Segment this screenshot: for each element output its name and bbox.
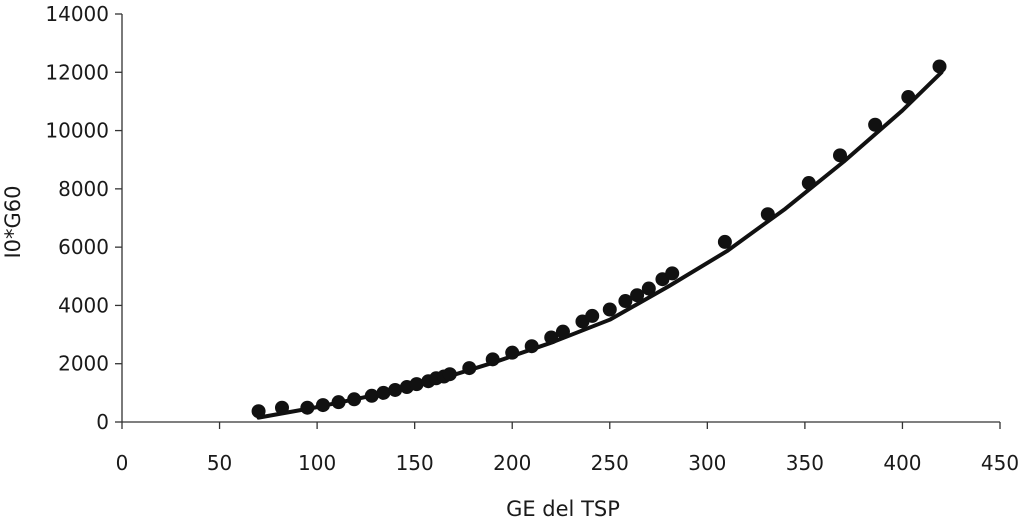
- data-point: [868, 117, 883, 132]
- data-point: [665, 266, 680, 281]
- data-point: [331, 395, 346, 410]
- plot-area: [251, 59, 947, 420]
- data-point: [388, 382, 403, 397]
- data-point: [524, 339, 539, 354]
- y-tick-label: 2000: [58, 352, 109, 376]
- y-tick-label: 4000: [58, 293, 109, 317]
- data-point: [364, 388, 379, 403]
- x-tick-label: 150: [396, 451, 434, 475]
- y-axis: 0 2000 4000 6000 8000 10000 12000 14000: [45, 2, 123, 434]
- data-point: [555, 324, 570, 339]
- data-point: [442, 367, 457, 382]
- data-point: [462, 361, 477, 376]
- x-tick-label: 200: [493, 451, 531, 475]
- y-tick-label: 12000: [45, 60, 109, 84]
- data-point: [641, 281, 656, 296]
- x-tick-label: 0: [116, 451, 129, 475]
- x-axis-title: GE del TSP: [506, 497, 620, 521]
- data-point: [251, 404, 266, 419]
- x-tick-label: 400: [883, 451, 921, 475]
- data-point: [409, 377, 424, 392]
- data-point: [717, 234, 732, 249]
- data-point: [932, 59, 947, 74]
- x-tick-label: 350: [786, 451, 824, 475]
- data-point: [376, 385, 391, 400]
- data-point: [801, 176, 816, 191]
- x-tick-label: 50: [207, 451, 232, 475]
- x-tick-label: 250: [591, 451, 629, 475]
- data-point: [618, 294, 633, 309]
- data-point: [901, 90, 916, 105]
- y-tick-label: 8000: [58, 177, 109, 201]
- data-point: [485, 352, 500, 367]
- x-tick-label: 300: [688, 451, 726, 475]
- x-tick-label: 100: [298, 451, 336, 475]
- data-point: [585, 308, 600, 323]
- data-point: [630, 288, 645, 303]
- data-point: [347, 392, 362, 407]
- y-tick-label: 6000: [58, 235, 109, 259]
- data-point: [602, 302, 617, 317]
- x-tick-label: 450: [981, 451, 1019, 475]
- data-point: [315, 398, 330, 413]
- y-axis-title: I0*G60: [1, 185, 25, 258]
- data-point: [300, 400, 315, 415]
- data-point: [505, 345, 520, 360]
- data-point: [274, 400, 289, 415]
- data-point: [544, 330, 559, 345]
- data-point: [833, 148, 848, 163]
- y-tick-label: 0: [96, 410, 109, 434]
- x-axis: 0 50 100 150 200 250 300 350 400 450: [116, 421, 1019, 475]
- fit-line: [256, 70, 944, 420]
- y-tick-label: 10000: [45, 119, 109, 143]
- y-tick-label: 14000: [45, 2, 109, 26]
- data-point: [760, 207, 775, 222]
